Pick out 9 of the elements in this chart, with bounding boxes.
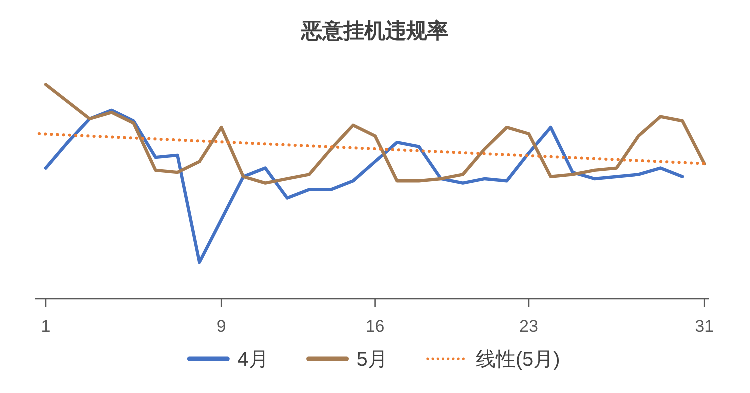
x-tick-label: 9 — [216, 317, 226, 336]
x-tick-label: 31 — [695, 317, 714, 336]
x-tick-label: 16 — [366, 317, 385, 336]
legend-label: 5月 — [356, 349, 388, 371]
title: 恶意挂机违规率 — [302, 20, 448, 43]
x-tick-label: 1 — [41, 317, 51, 336]
x-tick-label: 23 — [520, 317, 538, 336]
legend-label: 4月 — [238, 349, 269, 371]
legend-label: 线性(5月) — [476, 349, 560, 371]
